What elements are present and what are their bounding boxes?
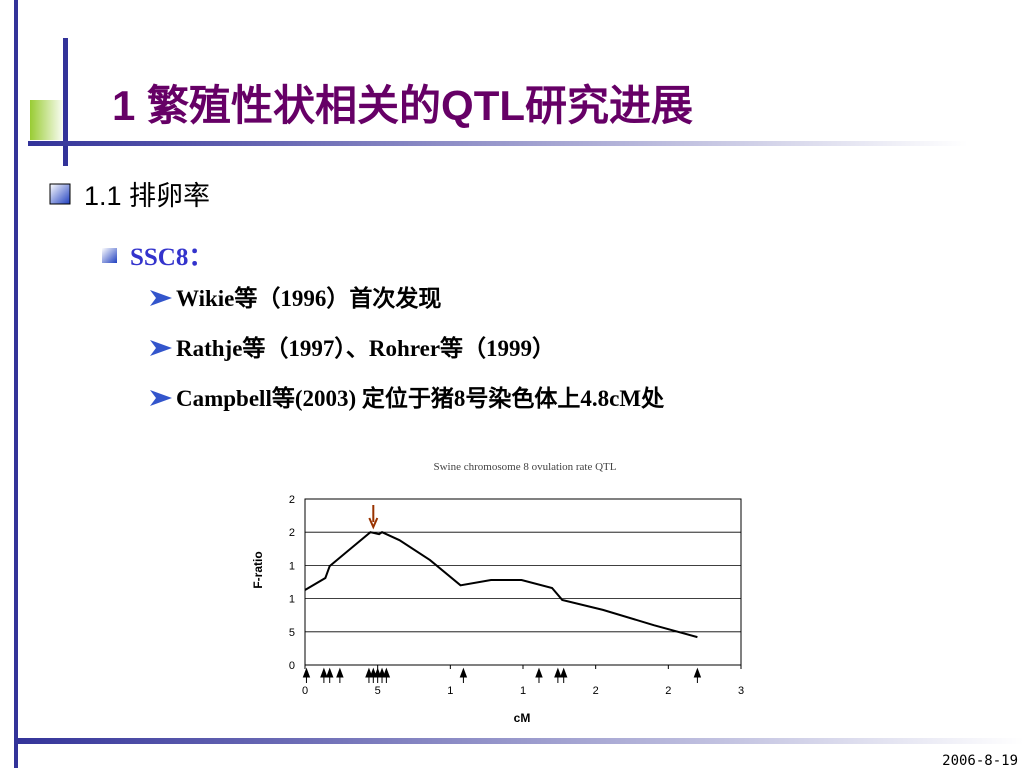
marker-arrow [325,667,334,683]
item: Rathje等（1997）、Rohrer等（1999） [176,335,555,361]
x-tick-label: 5 [375,685,381,697]
marker-arrow [693,667,702,683]
marker-arrow [302,667,311,683]
y-tick-label: 2 [289,527,295,539]
decor-left [14,0,18,768]
peak-arrow [368,505,379,530]
marker-arrow [559,667,568,683]
x-tick-label: 1 [520,685,526,697]
item: Campbell等(2003) 定位于猪8号染色体上4.8cM处 [176,385,664,411]
y-tick-label: 1 [289,560,295,572]
decor-hline [28,141,968,146]
x-tick-label: 1 [447,685,453,697]
y-axis-label: F-ratio [251,551,265,588]
y-tick-label: 0 [289,660,295,672]
slide-title: 1 繁殖性状相关的QTL研究进展 [112,82,693,129]
x-tick-label: 0 [302,685,308,697]
marker-arrow [365,667,373,683]
marker-arrow [554,667,562,683]
data-line [304,531,698,639]
decor-bottom [14,738,1024,744]
bullet [49,183,71,205]
bullet [102,248,117,263]
x-tick-label: 2 [593,685,599,697]
arrow-bullet [150,340,172,356]
y-tick-label: 1 [289,594,295,606]
marker-arrow [459,667,468,683]
decor-vline [63,38,68,166]
marker-arrow [369,667,378,683]
marker-arrow [382,667,391,683]
plot-frame [304,498,742,666]
x-tick-label: 3 [738,685,744,697]
heading: 1.1 排卵率 [84,181,210,211]
y-tick-label: 2 [289,494,295,506]
decor-square [30,100,65,140]
item: Wikie等（1996）首次发现 [176,285,441,311]
arrow-bullet [150,390,172,406]
x-axis-label: cM [514,711,531,725]
marker-arrow [373,667,382,683]
y-tick-label: 5 [289,627,295,639]
chart: Swine chromosome 8 ovulation rate QTL cM… [251,461,744,725]
marker-arrow [336,667,344,683]
marker-arrow [320,667,328,683]
chart-title: Swine chromosome 8 ovulation rate QTL [434,461,617,473]
date: 2006-8-19 [942,753,1018,768]
arrow-bullet [150,290,172,306]
marker-arrow [378,667,386,683]
marker-arrow [535,667,543,683]
items: Wikie等（1996）首次发现 Rathje等（1997）、Rohrer等（19… [150,285,664,411]
subheading: SSC8： [130,244,213,271]
x-tick-label: 2 [665,685,671,697]
